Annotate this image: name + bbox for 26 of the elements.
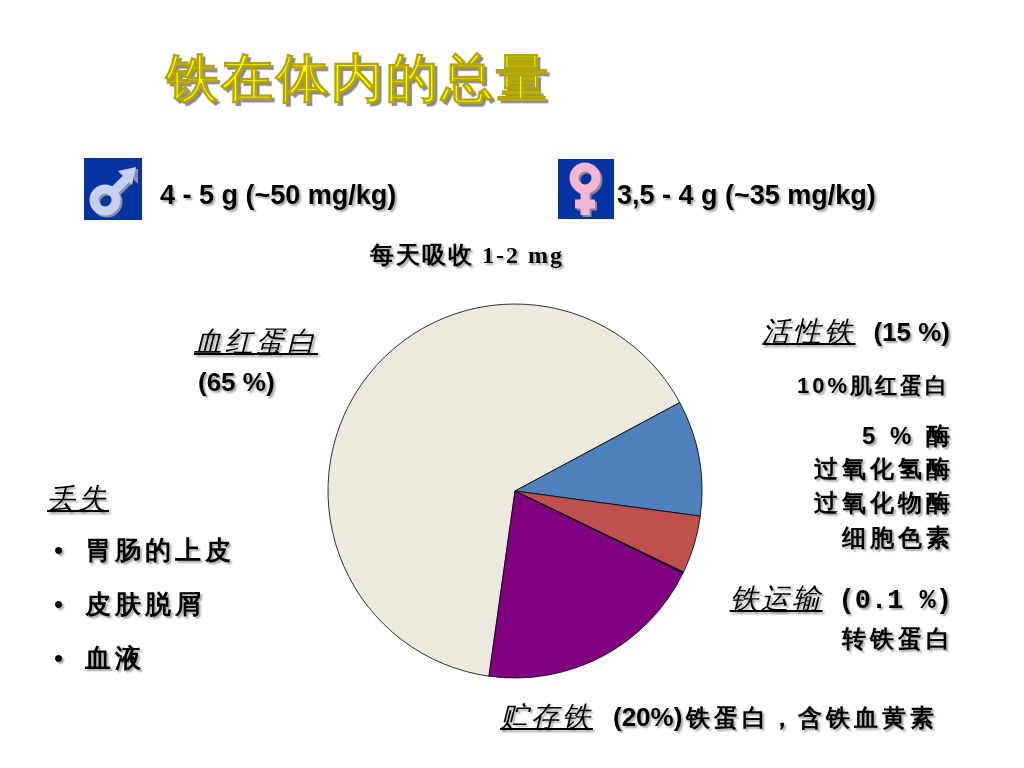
text: • bbox=[54, 644, 68, 673]
text: 5 % 酶 bbox=[861, 422, 954, 449]
text: 每天吸收 1-2 mg bbox=[370, 242, 564, 268]
text: • bbox=[54, 536, 68, 565]
slice-label: 血红蛋白 bbox=[194, 326, 318, 357]
text: 细胞色素 bbox=[842, 525, 954, 551]
text: 丢失 bbox=[47, 483, 109, 514]
text: • bbox=[54, 590, 68, 619]
text: 10%肌红蛋白 bbox=[796, 373, 950, 398]
text: 过氧化氢酶 bbox=[814, 456, 954, 482]
chart-title: 铁在体内的总量 bbox=[166, 47, 551, 108]
text: 皮肤脱屑 bbox=[85, 590, 206, 619]
data-label: (20%) bbox=[613, 702, 683, 732]
text: 4 - 5 g (~50 mg/kg) bbox=[160, 180, 397, 210]
slice-label: 铁运输 bbox=[729, 583, 823, 614]
text: 转铁蛋白 bbox=[842, 626, 954, 652]
text: 铁蛋白，含铁血黄素 bbox=[686, 705, 939, 731]
text: (15 %) bbox=[873, 317, 950, 347]
text: 过氧化物酶 bbox=[814, 490, 954, 516]
text: 3,5 - 4 g (~35 mg/kg) bbox=[617, 180, 876, 210]
data-label: (0.1 %) bbox=[838, 586, 952, 616]
data-label: (65 %) bbox=[198, 367, 275, 397]
text: 血液 bbox=[85, 644, 146, 673]
text: 活性铁 bbox=[762, 316, 856, 347]
text: 胃肠的上皮 bbox=[85, 536, 236, 565]
slice-label: 贮存铁 bbox=[500, 701, 593, 732]
